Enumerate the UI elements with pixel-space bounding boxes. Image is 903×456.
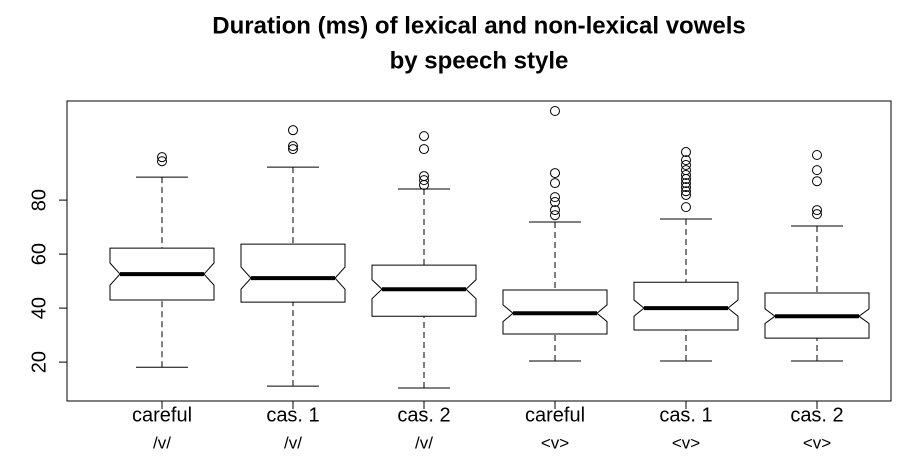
outlier bbox=[419, 179, 429, 190]
x-tick-label: <v> bbox=[541, 433, 569, 452]
x-tick-label: cas. 2 bbox=[397, 404, 450, 426]
outlier bbox=[550, 210, 560, 221]
x-tick-label: cas. 1 bbox=[266, 404, 319, 426]
outlier bbox=[812, 150, 822, 161]
outlier bbox=[681, 155, 691, 166]
box bbox=[240, 243, 346, 303]
outlier bbox=[157, 156, 167, 167]
y-tick-label: 80 bbox=[28, 189, 50, 211]
outlier bbox=[812, 165, 822, 176]
outlier bbox=[681, 159, 691, 170]
outlier bbox=[419, 175, 429, 186]
x-tick-label: /v/ bbox=[284, 433, 302, 452]
y-tick-label: 40 bbox=[28, 297, 50, 319]
y-tick-label: 20 bbox=[28, 351, 50, 373]
chart-title: by speech style bbox=[390, 47, 569, 74]
outlier bbox=[681, 189, 691, 200]
outlier bbox=[550, 168, 560, 179]
outlier bbox=[157, 152, 167, 163]
outlier bbox=[288, 141, 298, 152]
outlier bbox=[812, 209, 822, 220]
x-tick-label: careful bbox=[525, 404, 585, 426]
outlier bbox=[681, 169, 691, 180]
outlier bbox=[550, 105, 560, 116]
chart-title: Duration (ms) of lexical and non-lexical… bbox=[212, 12, 745, 39]
outlier bbox=[681, 186, 691, 197]
box bbox=[633, 281, 739, 331]
outlier bbox=[550, 196, 560, 207]
outlier bbox=[681, 174, 691, 185]
outlier bbox=[681, 178, 691, 189]
x-tick-label: <v> bbox=[672, 433, 700, 452]
x-tick-label: <v> bbox=[803, 433, 831, 452]
outlier bbox=[681, 147, 691, 158]
x-tick-label: /v/ bbox=[415, 433, 433, 452]
x-tick-label: /v/ bbox=[153, 433, 171, 452]
x-tick-label: careful bbox=[132, 404, 192, 426]
outlier bbox=[550, 178, 560, 189]
outlier bbox=[550, 205, 560, 216]
x-tick-label: cas. 2 bbox=[790, 404, 843, 426]
outlier bbox=[419, 144, 429, 155]
outlier bbox=[419, 131, 429, 142]
x-tick-label: cas. 1 bbox=[659, 404, 712, 426]
outlier bbox=[812, 205, 822, 216]
y-tick-label: 60 bbox=[28, 243, 50, 265]
outlier bbox=[812, 176, 822, 187]
outlier bbox=[681, 202, 691, 213]
outlier bbox=[288, 125, 298, 136]
plot-frame bbox=[66, 100, 892, 402]
outlier bbox=[288, 144, 298, 155]
outlier bbox=[681, 182, 691, 193]
outlier bbox=[550, 192, 560, 203]
